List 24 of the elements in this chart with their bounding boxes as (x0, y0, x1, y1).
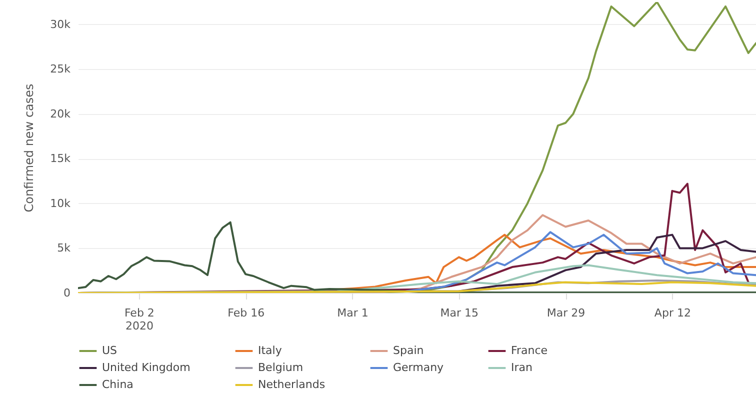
y-tick-label: 15k (50, 152, 72, 166)
legend-label: United Kingdom (102, 361, 190, 374)
y-tick-label: 30k (50, 18, 72, 31)
x-tick-label: Feb 16 (228, 306, 265, 320)
legend-label: Germany (393, 361, 444, 374)
legend-label: Iran (511, 361, 533, 374)
legend-label: Netherlands (258, 378, 326, 391)
y-tick-label: 0 (64, 286, 70, 300)
y-tick-label: 20k (50, 107, 72, 120)
y-axis-title: Confirmed new cases (22, 84, 36, 212)
legend-label: Spain (393, 344, 424, 357)
x-tick-label: Mar 15 (440, 306, 479, 320)
x-tick-label: Mar 29 (546, 306, 586, 320)
x-tick-label: Mar 1 (337, 306, 368, 320)
legend-label: China (102, 378, 134, 391)
legend-label: Italy (258, 344, 282, 357)
x-tick-label: Feb 2 2020 (124, 306, 154, 332)
y-tick-label: 5k (57, 242, 72, 255)
x-tick-label: Apr 12 (654, 306, 691, 320)
legend-label: Belgium (258, 361, 304, 374)
y-tick-label: 10k (50, 196, 72, 210)
legend-label: US (102, 344, 118, 357)
y-tick-label: 25k (50, 62, 72, 76)
legend-label: France (511, 344, 548, 357)
